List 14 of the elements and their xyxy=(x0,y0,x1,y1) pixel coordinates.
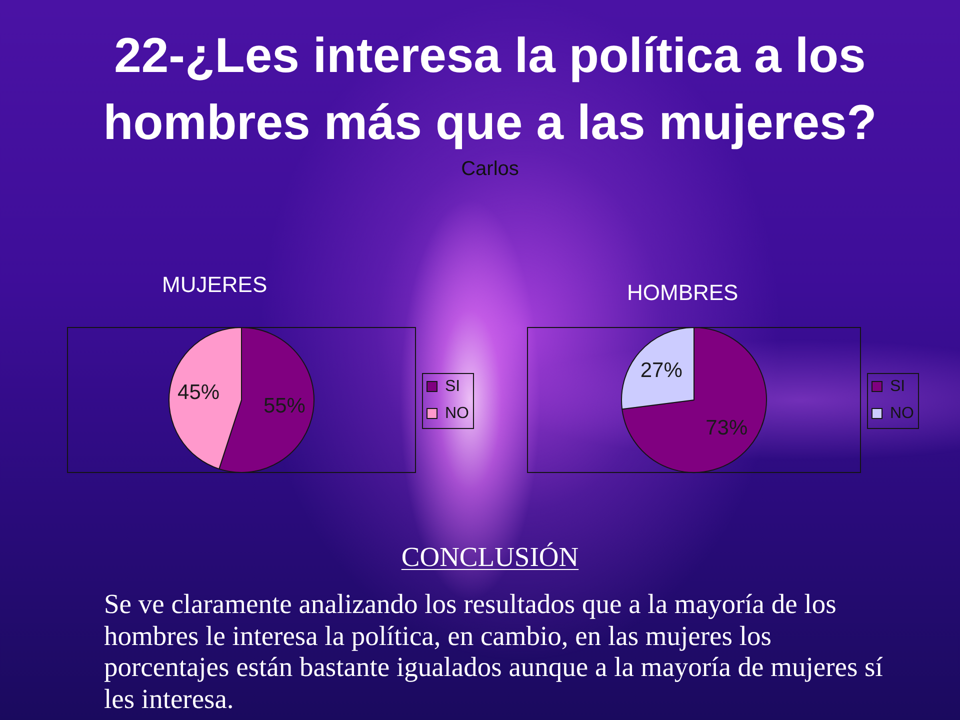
legend-label: NO xyxy=(445,404,469,422)
data-label: 73% xyxy=(706,416,748,440)
data-label: 55% xyxy=(263,394,306,418)
legend-label: NO xyxy=(890,404,914,422)
chart-title: HOMBRES xyxy=(627,280,738,306)
data-label: 45% xyxy=(178,380,220,404)
text: Se ve claramente analizando los resultados que a la mayoría de los hombres le interesa la política, en cambio, en las mujeres los porcentajes están bastante igualados aunque a la mayoría de mujeres sí les interesa. xyxy=(103,588,884,715)
text: CONCLUSIÓN xyxy=(400,541,580,573)
legend-label: SI xyxy=(445,378,460,395)
text: 22-¿Les interesa la política a los hombres más que a las mujeres? xyxy=(102,28,878,152)
chart-title: MUJERES xyxy=(162,272,268,298)
legend-label: SI xyxy=(890,378,906,395)
text: Carlos xyxy=(460,157,520,181)
data-label: 27% xyxy=(640,359,682,382)
